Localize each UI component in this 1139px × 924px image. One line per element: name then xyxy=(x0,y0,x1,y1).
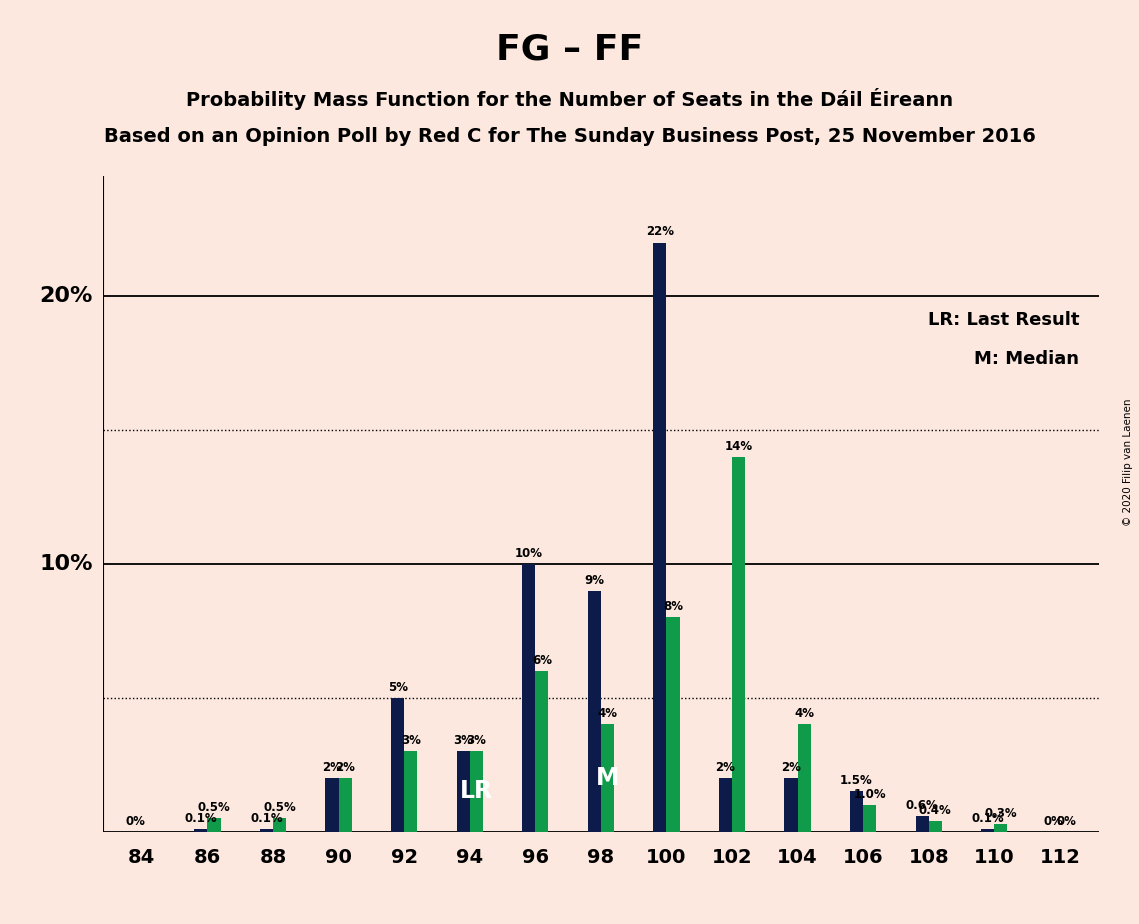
Text: Probability Mass Function for the Number of Seats in the Dáil Éireann: Probability Mass Function for the Number… xyxy=(186,88,953,110)
Text: 9%: 9% xyxy=(584,574,605,587)
Text: 0%: 0% xyxy=(125,815,146,828)
Bar xyxy=(600,724,614,832)
Text: 10%: 10% xyxy=(39,553,92,574)
Text: FG – FF: FG – FF xyxy=(495,32,644,67)
Text: Based on an Opinion Poll by Red C for The Sunday Business Post, 25 November 2016: Based on an Opinion Poll by Red C for Th… xyxy=(104,127,1035,146)
Bar xyxy=(588,590,600,832)
Bar xyxy=(404,751,417,832)
Text: 2%: 2% xyxy=(335,761,355,774)
Bar xyxy=(785,778,797,832)
Text: 3%: 3% xyxy=(401,735,420,748)
Text: 8%: 8% xyxy=(663,601,683,614)
Text: LR: Last Result: LR: Last Result xyxy=(927,310,1079,329)
Bar xyxy=(195,829,207,832)
Text: 2%: 2% xyxy=(781,761,801,774)
Text: M: M xyxy=(596,766,620,790)
Text: 0.3%: 0.3% xyxy=(984,807,1017,820)
Text: 5%: 5% xyxy=(387,681,408,694)
Bar xyxy=(732,456,745,832)
Bar xyxy=(522,564,535,832)
Text: 0.1%: 0.1% xyxy=(972,812,1003,825)
Bar xyxy=(994,823,1007,832)
Bar xyxy=(928,821,942,832)
Bar xyxy=(719,778,732,832)
Bar xyxy=(260,829,273,832)
Bar xyxy=(863,805,876,832)
Text: 1.5%: 1.5% xyxy=(841,774,872,787)
Text: 0%: 0% xyxy=(1056,815,1076,828)
Bar xyxy=(207,819,221,832)
Bar xyxy=(916,816,928,832)
Text: 6%: 6% xyxy=(532,654,551,667)
Bar xyxy=(535,671,548,832)
Text: 0.1%: 0.1% xyxy=(251,812,282,825)
Text: 0.5%: 0.5% xyxy=(263,801,296,814)
Bar xyxy=(457,751,469,832)
Text: 0.4%: 0.4% xyxy=(919,804,951,817)
Bar xyxy=(850,792,863,832)
Text: 2%: 2% xyxy=(715,761,736,774)
Bar xyxy=(981,829,994,832)
Text: 0.6%: 0.6% xyxy=(906,798,939,811)
Bar xyxy=(797,724,811,832)
Text: 0.5%: 0.5% xyxy=(197,801,230,814)
Bar xyxy=(338,778,352,832)
Text: 2%: 2% xyxy=(322,761,342,774)
Text: 1.0%: 1.0% xyxy=(853,788,886,801)
Text: 3%: 3% xyxy=(466,735,486,748)
Text: 20%: 20% xyxy=(40,286,92,306)
Bar xyxy=(273,819,286,832)
Text: 14%: 14% xyxy=(724,440,753,453)
Bar xyxy=(654,242,666,832)
Text: 10%: 10% xyxy=(515,547,542,560)
Bar xyxy=(326,778,338,832)
Text: 3%: 3% xyxy=(453,735,473,748)
Text: 4%: 4% xyxy=(597,708,617,721)
Text: LR: LR xyxy=(460,780,493,804)
Text: M: Median: M: Median xyxy=(974,350,1079,369)
Text: © 2020 Filip van Laenen: © 2020 Filip van Laenen xyxy=(1123,398,1133,526)
Text: 0.1%: 0.1% xyxy=(185,812,218,825)
Bar xyxy=(391,698,404,832)
Bar xyxy=(469,751,483,832)
Text: 0%: 0% xyxy=(1043,815,1063,828)
Bar xyxy=(666,617,680,832)
Text: 4%: 4% xyxy=(794,708,814,721)
Text: 22%: 22% xyxy=(646,225,674,238)
